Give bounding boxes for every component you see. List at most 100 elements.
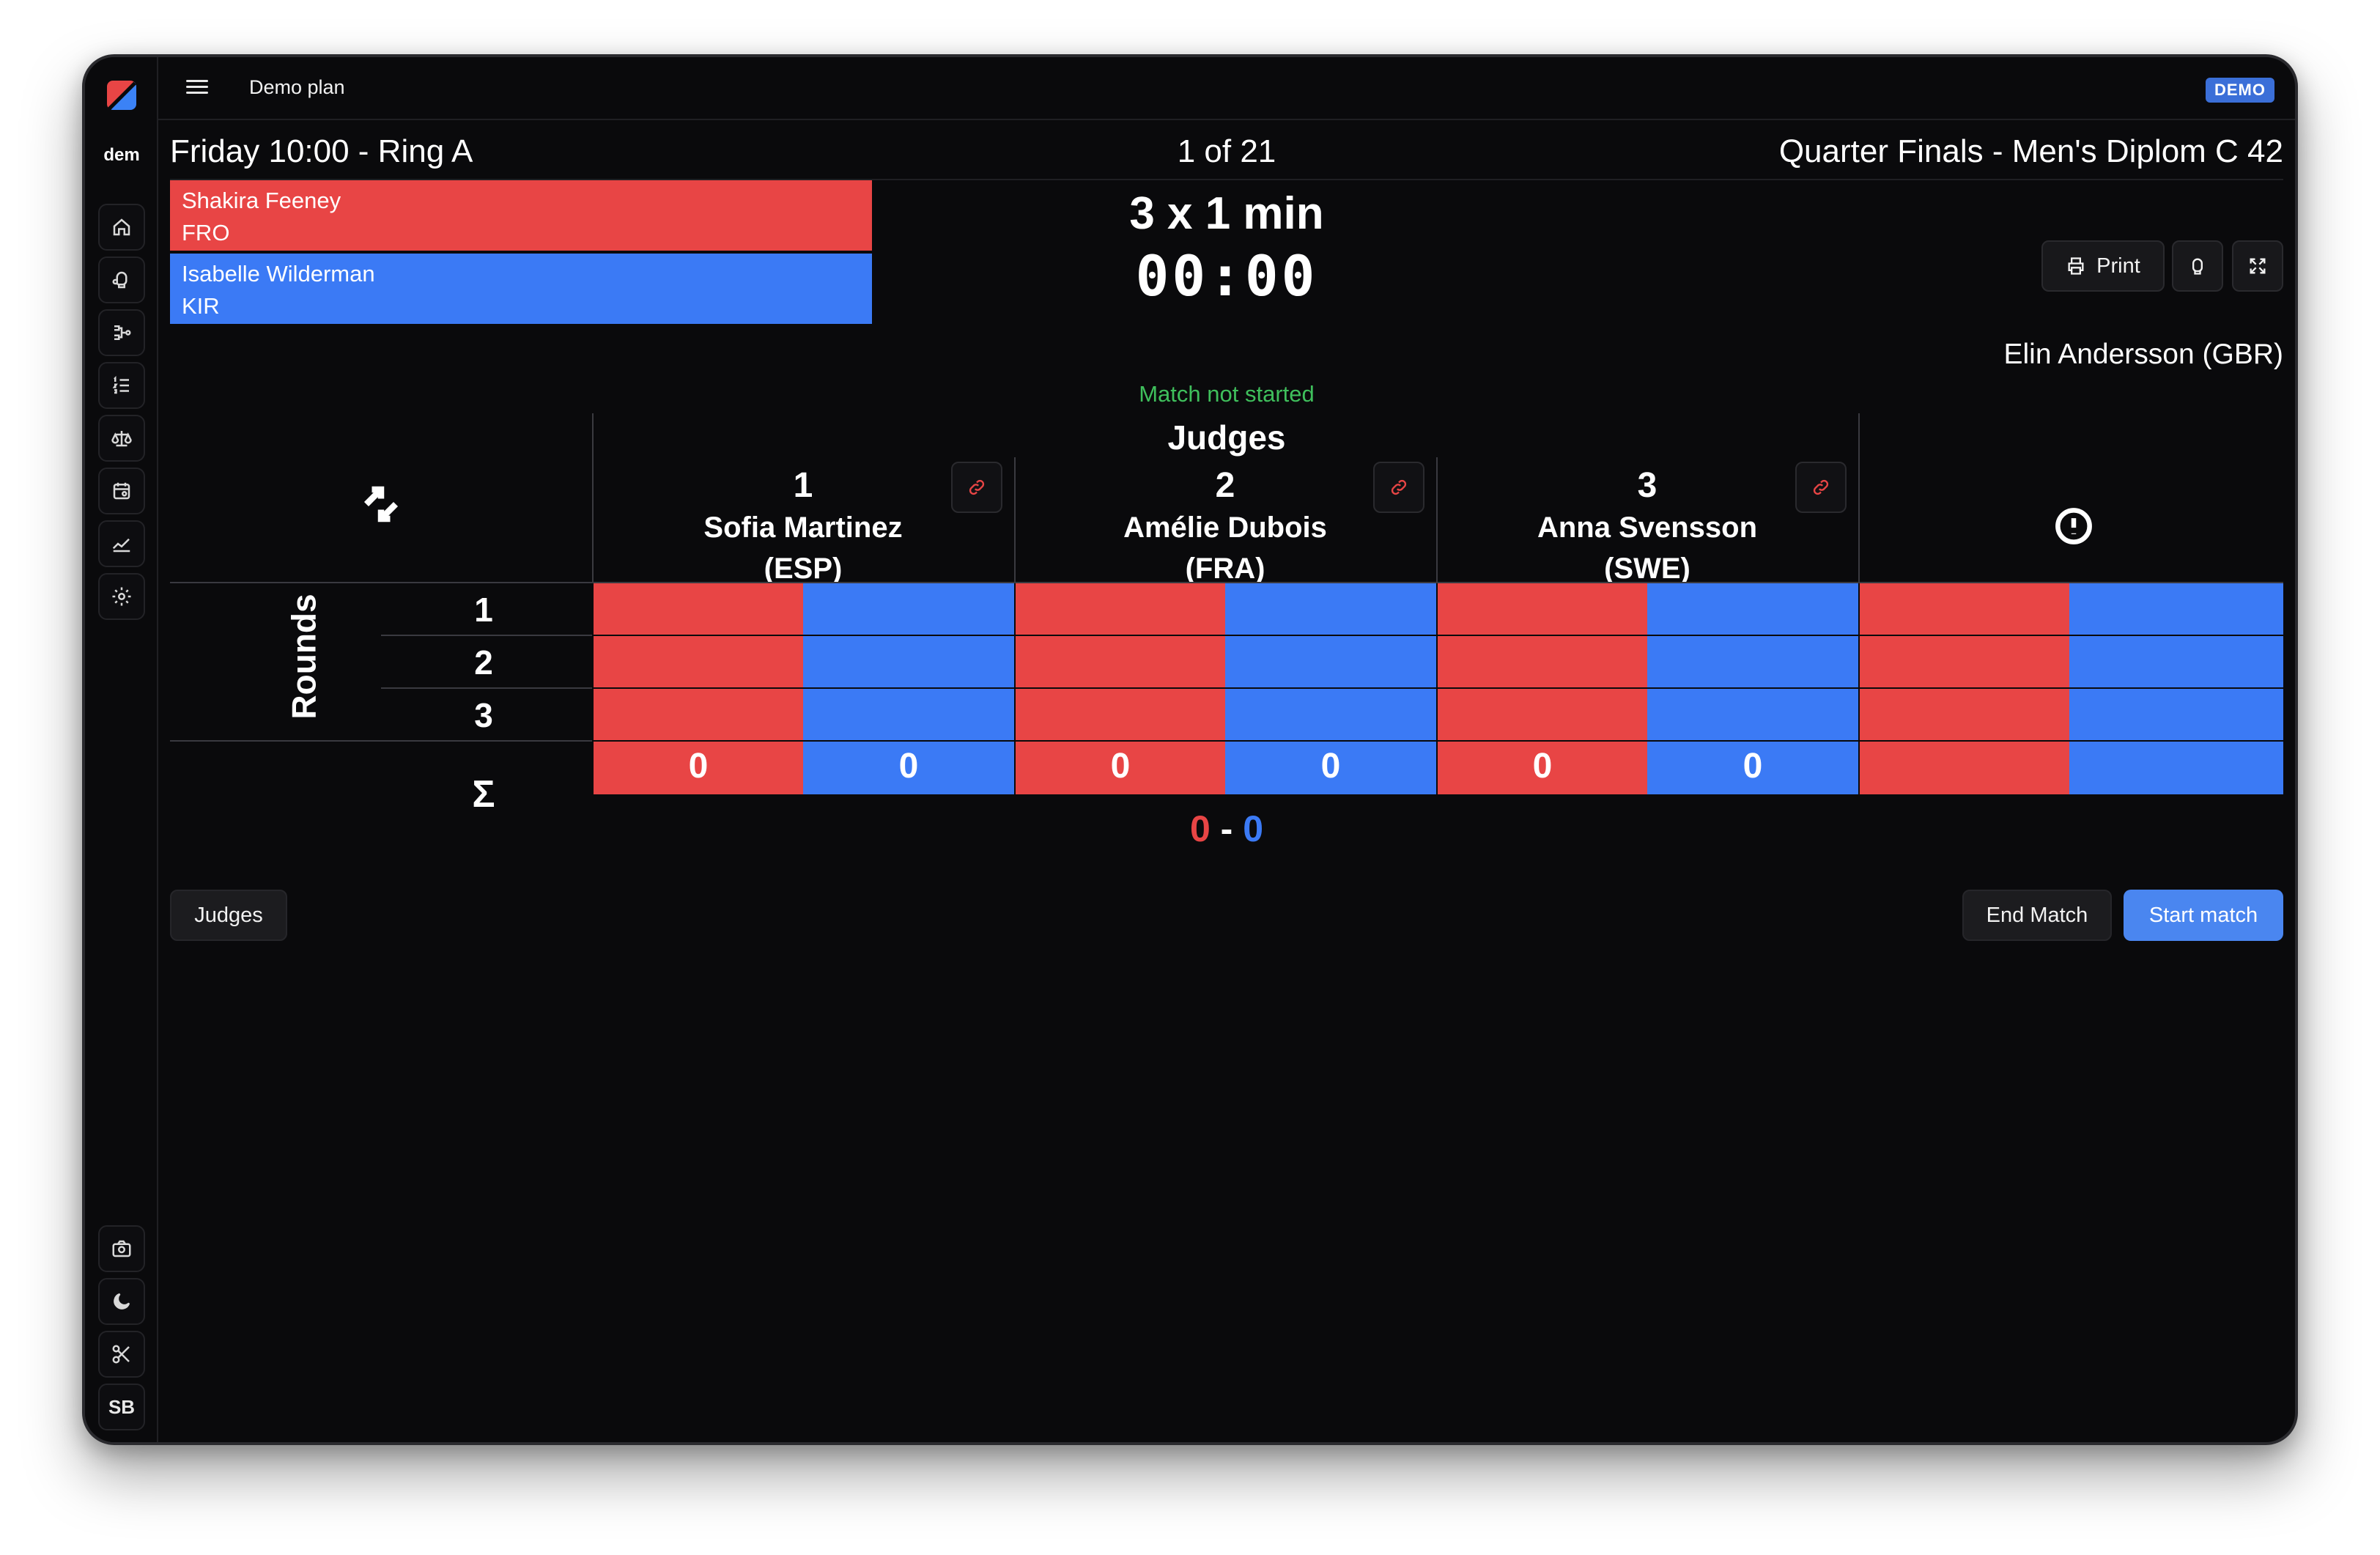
sidebar: dem SB bbox=[85, 57, 158, 1442]
judge-2-link-button[interactable] bbox=[1373, 462, 1424, 513]
score-cell-red[interactable] bbox=[1860, 636, 2069, 687]
red-fighter-card: Shakira Feeney FRO bbox=[170, 180, 872, 251]
app-window: dem SB bbox=[82, 54, 2298, 1445]
glove-icon bbox=[2192, 258, 2203, 275]
score-cell-red[interactable] bbox=[594, 636, 803, 687]
workspace-label: dem bbox=[103, 145, 140, 165]
end-match-button[interactable]: End Match bbox=[1962, 890, 2112, 941]
scissors-icon[interactable] bbox=[98, 1331, 145, 1378]
divider bbox=[381, 687, 592, 689]
topbar: Demo plan DEMO bbox=[158, 57, 2295, 120]
judges-heading: Judges bbox=[1167, 418, 1286, 457]
score-cell-blue[interactable] bbox=[2069, 636, 2283, 687]
blue-fighter-card: Isabelle Wilderman KIR bbox=[170, 254, 872, 324]
judge-1-blue-total: 0 bbox=[803, 742, 1014, 794]
judges-button[interactable]: Judges bbox=[170, 890, 287, 941]
score-cell-red[interactable] bbox=[1860, 689, 2069, 740]
score-cell-blue[interactable] bbox=[803, 636, 1014, 687]
chart-icon[interactable] bbox=[98, 520, 145, 567]
score-cell-red[interactable] bbox=[1438, 583, 1647, 635]
settings-icon[interactable] bbox=[98, 573, 145, 620]
category-title: Quarter Finals - Men's Diplom C 42 bbox=[1778, 133, 2283, 169]
print-label: Print bbox=[2096, 254, 2140, 278]
blue-fighter-name: Isabelle Wilderman bbox=[182, 261, 375, 287]
score-cell-red[interactable] bbox=[1016, 689, 1225, 740]
home-icon[interactable] bbox=[98, 204, 145, 251]
bracket-icon[interactable] bbox=[98, 309, 145, 356]
fullscreen-button[interactable] bbox=[2232, 240, 2283, 292]
glove-icon[interactable] bbox=[98, 256, 145, 303]
score-cell-red[interactable] bbox=[1438, 689, 1647, 740]
score-cell-blue[interactable] bbox=[1647, 689, 1858, 740]
printer-icon bbox=[2068, 257, 2084, 275]
divider bbox=[170, 582, 2283, 583]
menu-icon[interactable] bbox=[186, 76, 208, 98]
judge-header-1: 1 Sofia Martinez (ESP) bbox=[592, 465, 1014, 589]
calendar-icon[interactable] bbox=[98, 468, 145, 514]
judge-country: (SWE) bbox=[1604, 553, 1690, 585]
judge-3-red-total: 0 bbox=[1438, 742, 1647, 794]
score-cell-red[interactable] bbox=[1860, 583, 2069, 635]
score-cell-red[interactable] bbox=[594, 583, 803, 635]
judge-3-blue-total: 0 bbox=[1647, 742, 1858, 794]
swap-corners-icon[interactable] bbox=[359, 482, 403, 526]
match-status: Match not started bbox=[1139, 381, 1315, 407]
penalty-blue-total bbox=[2069, 742, 2283, 794]
judge-1-red-total: 0 bbox=[594, 742, 803, 794]
glove-view-button[interactable] bbox=[2172, 240, 2223, 292]
overall-score: 0 - 0 bbox=[170, 808, 2283, 850]
judge-number: 1 bbox=[793, 466, 813, 505]
divider bbox=[381, 635, 592, 636]
match-format: 3 x 1 min bbox=[1129, 188, 1324, 239]
scale-icon[interactable] bbox=[98, 415, 145, 462]
judge-1-link-button[interactable] bbox=[951, 462, 1002, 513]
score-cell-blue[interactable] bbox=[803, 689, 1014, 740]
warning-icon[interactable] bbox=[2055, 507, 2093, 545]
match-index: 1 of 21 bbox=[1177, 133, 1276, 169]
link-icon bbox=[969, 479, 985, 495]
judge-header-2: 2 Amélie Dubois (FRA) bbox=[1014, 465, 1436, 589]
divider bbox=[1014, 457, 1016, 583]
divider bbox=[170, 740, 592, 742]
plan-title: Demo plan bbox=[249, 76, 345, 98]
start-match-button[interactable]: Start match bbox=[2124, 890, 2283, 941]
list-ordered-icon[interactable] bbox=[98, 362, 145, 409]
judge-number: 3 bbox=[1637, 466, 1658, 505]
score-cell-red[interactable] bbox=[1438, 636, 1647, 687]
blue-fighter-country: KIR bbox=[182, 293, 220, 319]
total-separator: - bbox=[1220, 808, 1233, 849]
judge-country: (ESP) bbox=[764, 553, 843, 585]
rounds-label: Rounds bbox=[285, 594, 324, 720]
score-cell-red[interactable] bbox=[1016, 636, 1225, 687]
score-cell-red[interactable] bbox=[1016, 583, 1225, 635]
sum-symbol: Σ bbox=[472, 773, 495, 816]
camera-icon[interactable] bbox=[98, 1225, 145, 1272]
print-button[interactable]: Print bbox=[2041, 240, 2165, 292]
score-cell-blue[interactable] bbox=[1225, 636, 1436, 687]
user-avatar-button[interactable]: SB bbox=[98, 1384, 145, 1430]
score-table: Judges 1 Sofia Martinez (ESP) 2 Amélie D… bbox=[170, 413, 2283, 849]
score-cell-blue[interactable] bbox=[2069, 583, 2283, 635]
score-cell-blue[interactable] bbox=[1647, 583, 1858, 635]
header-divider bbox=[170, 179, 2283, 180]
session-title: Friday 10:00 - Ring A bbox=[170, 133, 473, 169]
total-blue: 0 bbox=[1243, 808, 1264, 849]
judge-name: Amélie Dubois bbox=[1123, 511, 1327, 544]
score-cell-blue[interactable] bbox=[1225, 689, 1436, 740]
judge-3-link-button[interactable] bbox=[1795, 462, 1847, 513]
score-cell-blue[interactable] bbox=[803, 583, 1014, 635]
score-cell-blue[interactable] bbox=[2069, 689, 2283, 740]
total-red: 0 bbox=[1189, 808, 1211, 849]
app-logo[interactable] bbox=[107, 81, 136, 110]
score-cell-blue[interactable] bbox=[1647, 636, 1858, 687]
judge-2-blue-total: 0 bbox=[1225, 742, 1436, 794]
main-content: Friday 10:00 - Ring A 1 of 21 Quarter Fi… bbox=[170, 120, 2283, 1442]
moon-icon[interactable] bbox=[98, 1278, 145, 1325]
divider bbox=[1858, 413, 1860, 583]
round-number: 3 bbox=[474, 696, 493, 734]
red-fighter-name: Shakira Feeney bbox=[182, 188, 341, 213]
score-cell-red[interactable] bbox=[594, 689, 803, 740]
penalty-red-total bbox=[1860, 742, 2069, 794]
score-cell-blue[interactable] bbox=[1225, 583, 1436, 635]
judge-header-3: 3 Anna Svensson (SWE) bbox=[1436, 465, 1858, 589]
